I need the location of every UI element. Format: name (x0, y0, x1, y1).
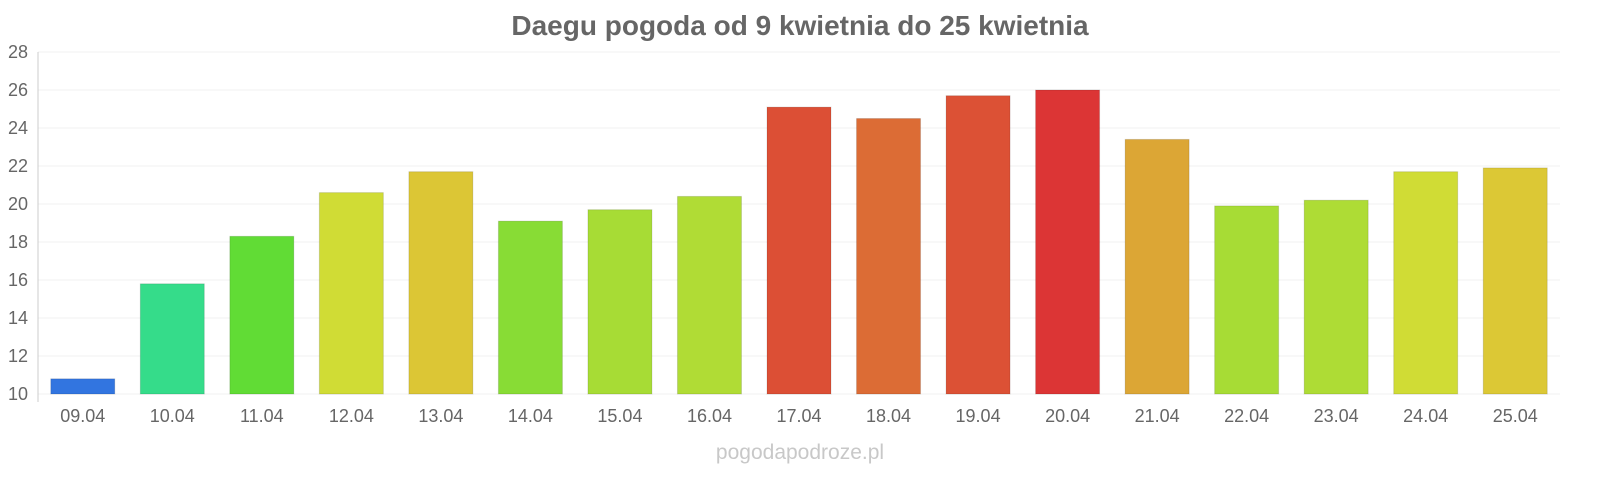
x-tick-label: 24.04 (1403, 406, 1448, 426)
bar (1214, 205, 1280, 395)
chart-title: Daegu pogoda od 9 kwietnia do 25 kwietni… (511, 10, 1089, 41)
x-tick-label: 13.04 (418, 406, 463, 426)
x-tick-label: 21.04 (1135, 406, 1180, 426)
y-tick-label: 18 (8, 232, 28, 252)
x-tick-label: 17.04 (776, 406, 821, 426)
x-tick-label: 10.04 (150, 406, 195, 426)
bar (497, 220, 563, 395)
y-tick-label: 26 (8, 80, 28, 100)
y-tick-label: 28 (8, 42, 28, 62)
bar (1393, 171, 1459, 395)
y-tick-label: 12 (8, 346, 28, 366)
x-tick-label: 25.04 (1493, 406, 1538, 426)
x-tick-label: 23.04 (1314, 406, 1359, 426)
x-tick-label: 11.04 (240, 406, 284, 426)
bar (318, 192, 384, 395)
bar (139, 283, 205, 395)
x-tick-label: 19.04 (956, 406, 1001, 426)
x-tick-label: 15.04 (597, 406, 642, 426)
bar (587, 209, 653, 395)
x-tick-label: 22.04 (1224, 406, 1269, 426)
x-tick-label: 20.04 (1045, 406, 1090, 426)
x-tick-label: 09.04 (60, 406, 105, 426)
x-tick-label: 12.04 (329, 406, 374, 426)
bar (945, 95, 1011, 395)
x-tick-label: 14.04 (508, 406, 553, 426)
watermark: pogodapodroze.pl (715, 441, 885, 464)
bar (1035, 89, 1101, 395)
y-tick-label: 20 (8, 194, 28, 214)
bar (229, 235, 295, 395)
bar (50, 378, 116, 395)
bar (676, 195, 742, 395)
bar (766, 106, 832, 395)
y-tick-label: 16 (8, 270, 28, 290)
x-tick-label: 18.04 (866, 406, 911, 426)
y-tick-label: 14 (8, 308, 28, 328)
bar (1303, 199, 1369, 395)
y-tick-label: 10 (8, 384, 28, 404)
bar (856, 118, 922, 395)
bar (1124, 138, 1190, 395)
y-tick-label: 24 (8, 118, 28, 138)
bar (408, 171, 474, 395)
y-tick-label: 22 (8, 156, 28, 176)
x-tick-label: 16.04 (687, 406, 732, 426)
bar (1482, 167, 1548, 395)
